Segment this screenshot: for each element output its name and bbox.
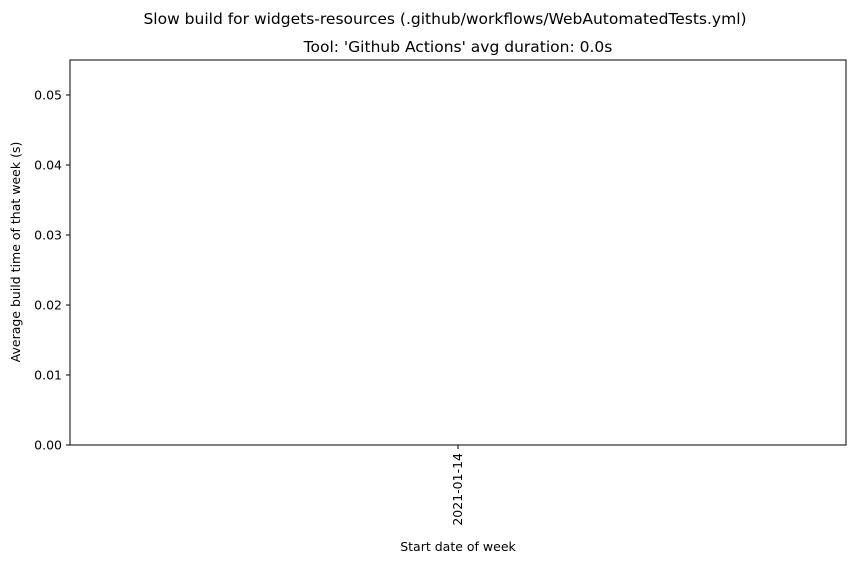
y-tick-label: 0.00	[34, 438, 62, 453]
y-tick-label: 0.04	[34, 158, 62, 173]
y-tick-label: 0.01	[34, 368, 62, 383]
y-axis-label: Average build time of that week (s)	[8, 142, 23, 363]
y-tick-label: 0.03	[34, 228, 62, 243]
chart-title: Tool: 'Github Actions' avg duration: 0.0…	[303, 38, 613, 56]
y-tick-label: 0.05	[34, 88, 62, 103]
x-axis-label: Start date of week	[400, 539, 516, 554]
chart-suptitle: Slow build for widgets-resources (.githu…	[143, 10, 746, 28]
y-tick-label: 0.02	[34, 298, 62, 313]
y-axis: 0.00 0.01 0.02 0.03 0.04 0.05	[34, 88, 70, 453]
x-tick-label: 2021-01-14	[450, 453, 465, 526]
x-axis: 2021-01-14	[450, 445, 465, 526]
plot-area	[69, 59, 847, 446]
